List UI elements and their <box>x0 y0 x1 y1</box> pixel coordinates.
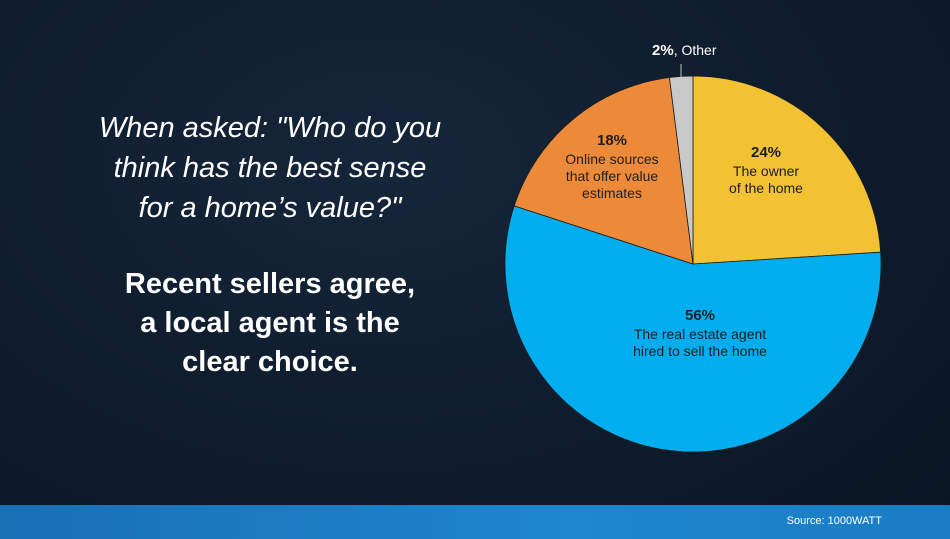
question-line-2: think has the best sense <box>113 152 427 184</box>
slice-label-agent-line-1: The real estate agent <box>634 326 766 342</box>
pie-slice-online <box>513 77 694 265</box>
slice-percent-other: 2% <box>652 42 674 59</box>
slice-percent-online: 18% <box>597 132 627 149</box>
question-text: When asked: "Who do you think has the be… <box>40 108 500 228</box>
slice-label-online-line-3: estimates <box>582 185 642 201</box>
statement-line-3: clear choice. <box>182 346 358 378</box>
footer-bar: Source: 1000WATT <box>0 505 950 539</box>
slice-label-other: 2%, Other <box>652 42 717 59</box>
slice-percent-owner: 24% <box>751 144 781 161</box>
slice-percent-agent: 56% <box>685 307 715 324</box>
slice-label-owner-line-2: of the home <box>729 180 803 196</box>
slice-label-owner-line-1: The owner <box>733 163 799 179</box>
slice-label-online-line-1: Online sources <box>565 151 658 167</box>
question-line-1: When asked: "Who do you <box>98 112 442 144</box>
pie-slice-owner <box>692 75 882 265</box>
pie-slice-agent <box>504 205 882 453</box>
slice-name-other: , Other <box>674 42 717 58</box>
question-line-3: for a home’s value?" <box>138 192 402 224</box>
slice-label-online-line-2: that offer value <box>566 168 659 184</box>
source-text: Source: 1000WATT <box>786 515 882 527</box>
statement-line-2: a local agent is the <box>140 307 400 339</box>
statement-line-1: Recent sellers agree, <box>124 268 416 300</box>
slice-label-agent-line-2: hired to sell the home <box>633 343 767 359</box>
statement-text: Recent sellers agree, a local agent is t… <box>40 265 500 382</box>
